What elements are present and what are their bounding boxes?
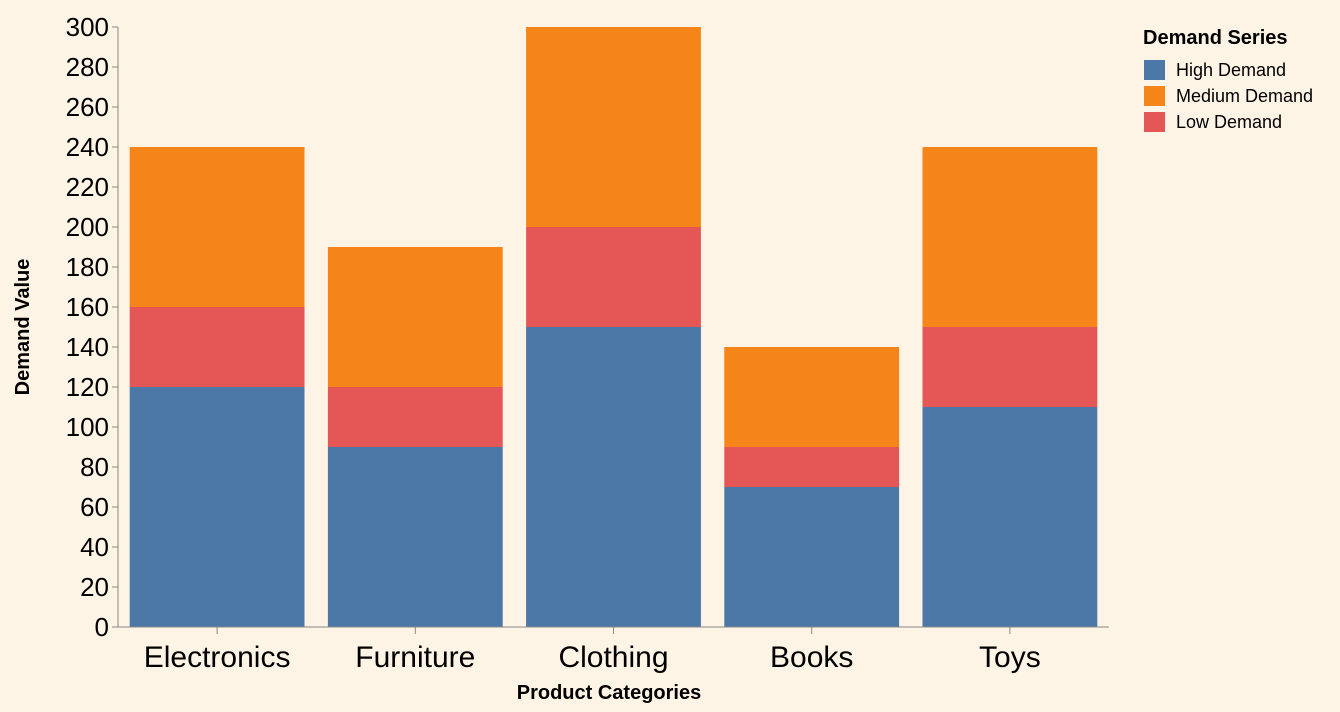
y-tick-label: 20 — [80, 572, 109, 602]
bar-clothing-low-demand — [526, 227, 701, 327]
y-tick-label: 120 — [66, 372, 109, 402]
bar-electronics-low-demand — [129, 307, 305, 387]
bar-books-high-demand — [724, 487, 900, 627]
bar-clothing-medium-demand — [526, 27, 701, 227]
legend-label-low-demand: Low Demand — [1176, 112, 1282, 132]
y-tick-label: 140 — [66, 332, 109, 362]
y-tick-label: 180 — [66, 252, 109, 282]
y-tick-label: 280 — [66, 52, 109, 82]
y-tick-label: 80 — [80, 452, 109, 482]
x-tick-label-electronics: Electronics — [144, 641, 291, 674]
bar-furniture-high-demand — [327, 447, 503, 627]
legend-swatch-low-demand — [1144, 112, 1165, 132]
y-tick-label: 200 — [66, 212, 109, 242]
y-tick-label: 0 — [95, 612, 109, 642]
x-axis-title: Product Categories — [517, 682, 701, 704]
bars-group — [129, 27, 1098, 627]
x-tick-label-clothing: Clothing — [558, 641, 668, 674]
y-tick-label: 40 — [80, 532, 109, 562]
bar-electronics-high-demand — [129, 387, 305, 627]
y-tick-label: 160 — [66, 292, 109, 322]
x-tick-label-books: Books — [770, 641, 853, 674]
legend: Demand Series High Demand Medium Demand Lo… — [1143, 27, 1313, 132]
bar-furniture-low-demand — [327, 387, 503, 447]
legend-label-high-demand: High Demand — [1176, 60, 1286, 80]
legend-swatch-medium-demand — [1144, 86, 1165, 106]
bar-toys-low-demand — [922, 327, 1098, 407]
y-axis-title: Demand Value — [12, 259, 34, 396]
y-tick-label: 60 — [80, 492, 109, 522]
y-axis: 0 20 40 60 80 100 120 140 160 180 200 220 240 260 280 3… — [66, 12, 119, 642]
bar-electronics-medium-demand — [129, 147, 305, 307]
legend-title: Demand Series — [1143, 27, 1288, 49]
bar-toys-medium-demand — [922, 147, 1098, 327]
bar-clothing-high-demand — [526, 327, 701, 627]
bar-books-medium-demand — [724, 347, 900, 447]
x-tick-label-furniture: Furniture — [355, 641, 475, 674]
legend-label-medium-demand: Medium Demand — [1176, 86, 1313, 106]
x-tick-label-toys: Toys — [979, 641, 1041, 674]
y-tick-label: 220 — [66, 172, 109, 202]
bar-furniture-medium-demand — [327, 247, 503, 387]
y-tick-label: 100 — [66, 412, 109, 442]
y-tick-label: 300 — [66, 12, 109, 42]
x-axis: Electronics Furniture Clothing Books Toys — [118, 626, 1109, 674]
y-tick-label: 260 — [66, 92, 109, 122]
bar-toys-high-demand — [922, 407, 1098, 627]
legend-swatch-high-demand — [1144, 60, 1165, 80]
y-tick-label: 240 — [66, 132, 109, 162]
bar-books-low-demand — [724, 447, 900, 487]
